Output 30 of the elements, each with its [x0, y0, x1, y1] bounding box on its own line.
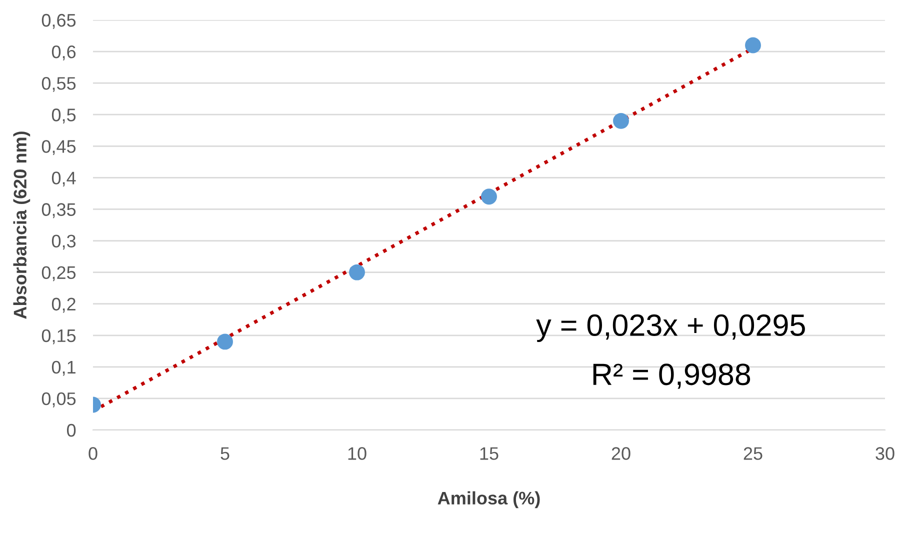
- y-tick-label: 0,35: [42, 203, 76, 218]
- x-tick-label: 0: [88, 447, 98, 460]
- y-tick-label: 0,55: [42, 77, 76, 92]
- y-tick-label: 0,6: [52, 45, 76, 60]
- y-tick-label: 0,4: [52, 172, 76, 187]
- x-tick-label: 30: [876, 447, 894, 460]
- x-axis-title: Amilosa (%): [438, 491, 540, 508]
- point: [217, 334, 233, 350]
- x-tick-label: 5: [220, 447, 230, 460]
- annotation: y = 0,023x + 0,0295: [536, 314, 805, 342]
- annotation: R² = 0,9988: [593, 364, 750, 389]
- y-tick-label: 0,3: [52, 234, 76, 250]
- y-tick-label: 0,05: [42, 392, 76, 408]
- point: [349, 264, 365, 280]
- y-tick-label: 0,25: [42, 266, 76, 282]
- y-tick-label: 0,5: [52, 108, 76, 124]
- y-axis-title: Absorbancia (620 nm): [13, 132, 30, 319]
- x-tick-label: 15: [480, 447, 498, 460]
- point: [613, 112, 629, 129]
- x-tick-label: 10: [348, 447, 366, 460]
- y-tick-label: 0,1: [52, 360, 76, 376]
- y-tick-label: 0,2: [52, 298, 76, 313]
- point: [745, 37, 761, 54]
- point: [481, 188, 497, 205]
- x-tick-label: 25: [744, 447, 762, 460]
- y-tick-label: 0,65: [42, 14, 76, 29]
- x-tick-label: 20: [612, 447, 630, 460]
- y-tick-label: 0,45: [42, 140, 76, 156]
- y-tick-label: 0,15: [42, 329, 76, 344]
- y-tick-label: 0: [67, 424, 76, 437]
